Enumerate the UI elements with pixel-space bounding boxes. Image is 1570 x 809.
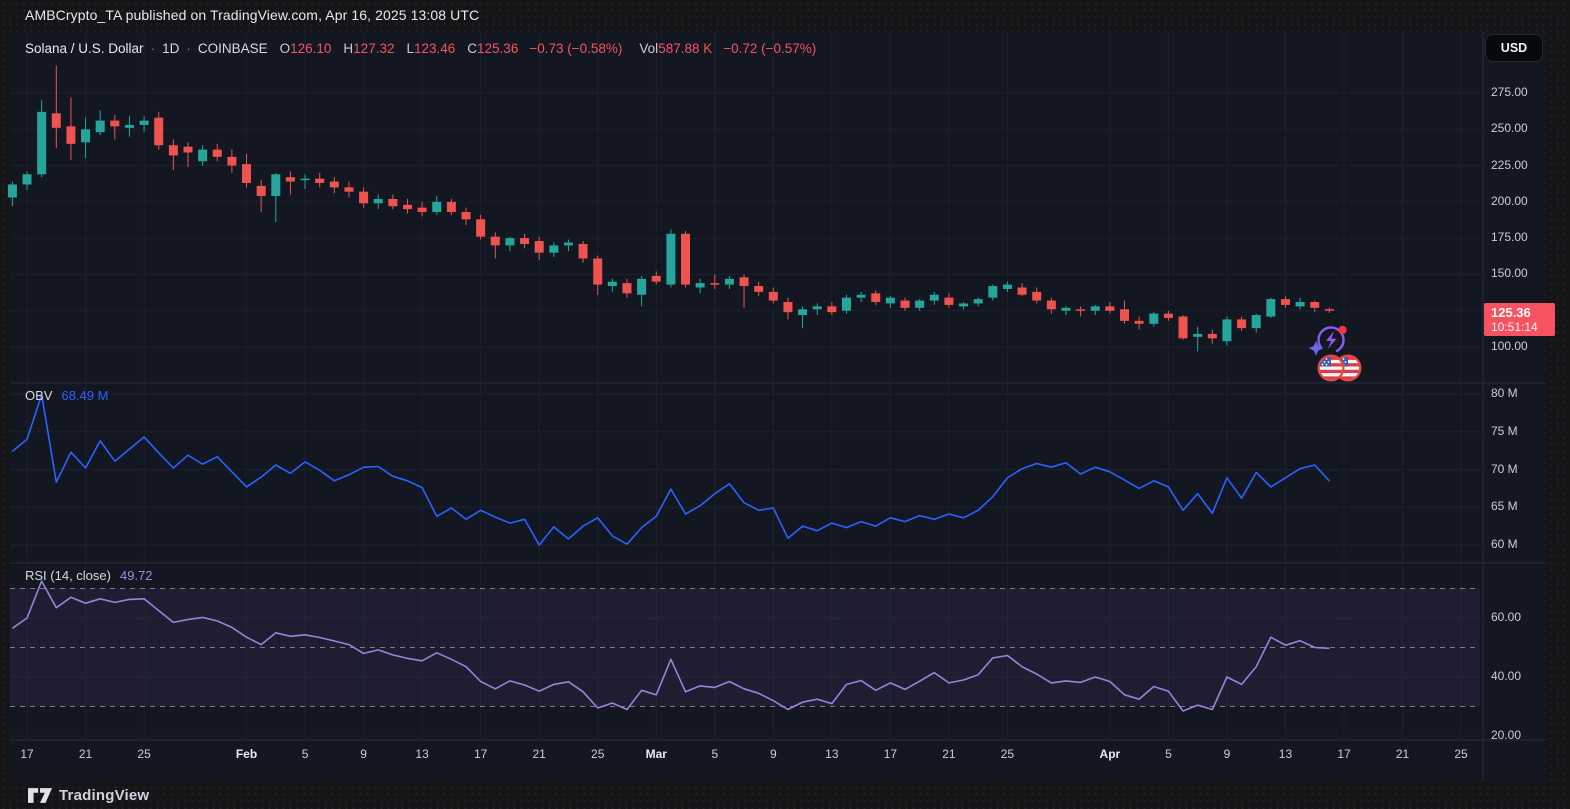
ai-event-icon[interactable] [1308, 320, 1350, 360]
price-axis-label: 225.00 [1491, 157, 1528, 172]
time-axis-tick: 5 [1165, 747, 1172, 761]
obv-axis-label: 65 M [1491, 499, 1518, 514]
time-axis-tick: 17 [883, 747, 898, 761]
obv-label: OBV [25, 388, 53, 403]
time-axis-tick: 21 [78, 747, 93, 761]
time-axis-tick: 21 [942, 747, 956, 761]
time-axis-tick: Mar [645, 747, 667, 761]
time-axis-tick: 25 [1454, 747, 1468, 761]
obv-indicator-legend[interactable]: OBV 68.49 M [25, 388, 108, 403]
legend-separator: · [186, 40, 191, 56]
time-axis-tick: Feb [235, 747, 258, 761]
price-axis-label: 150.00 [1491, 266, 1528, 281]
us-flag-events-icon[interactable] [1314, 352, 1366, 384]
time-axis-tick: 25 [137, 747, 151, 761]
interval-label[interactable]: 1D [162, 40, 180, 56]
tradingview-logo[interactable]: TradingView [28, 784, 149, 806]
time-axis-tick: 21 [1395, 747, 1410, 761]
time-axis-tick: 17 [473, 747, 488, 761]
obv-axis-label: 60 M [1491, 537, 1518, 551]
rsi-axis-label: 40.00 [1491, 669, 1522, 684]
rsi-indicator-legend[interactable]: RSI (14, close) 49.72 [25, 568, 153, 583]
change-label: −0.73 (−0.58%) [529, 40, 623, 56]
volume-change-label: −0.72 (−0.57%) [723, 40, 817, 56]
price-badge: 125.36 10:51:14 [1484, 303, 1555, 336]
alert-dot-icon [1338, 325, 1347, 335]
obv-axis-label: 70 M [1491, 461, 1518, 476]
currency-button[interactable]: USD [1486, 35, 1542, 61]
sparkle-icon [1308, 341, 1324, 356]
ohlc-close: C125.36 [467, 40, 519, 56]
price-axis-label: 200.00 [1491, 193, 1528, 208]
time-axis-tick: 5 [301, 747, 309, 761]
obv-value: 68.49 M [61, 388, 109, 403]
obv-axis-label: 75 M [1491, 423, 1518, 438]
time-axis-tick: 13 [1278, 747, 1293, 761]
price-axis-label: 275.00 [1491, 85, 1528, 99]
time-axis-tick: 17 [20, 747, 34, 761]
obv-axis-label: 80 M [1491, 386, 1518, 400]
legend-separator: · [150, 40, 156, 56]
time-axis-tick: 9 [1223, 747, 1231, 761]
time-axis-tick: 25 [591, 747, 605, 761]
time-axis-tick: Apr [1099, 747, 1121, 761]
time-axis-tick: 17 [1337, 747, 1351, 761]
time-axis-tick: 25 [1000, 747, 1015, 761]
rsi-label: RSI (14, close) [25, 568, 111, 583]
tradingview-logo-text: TradingView [59, 786, 150, 804]
lightning-icon [1326, 331, 1337, 349]
time-axis-tick: 9 [360, 747, 367, 761]
price-axis-label: 250.00 [1491, 121, 1528, 136]
bar-countdown: 10:51:14 [1491, 320, 1538, 334]
symbol-legend: Solana / U.S. Dollar · 1D · COINBASE O12… [25, 39, 816, 57]
price-axis-label: 100.00 [1491, 339, 1528, 353]
time-axis-tick: 21 [532, 747, 546, 761]
rsi-axis-label: 20.00 [1491, 728, 1522, 743]
ohlc-high: H127.32 [343, 40, 395, 56]
volume-group: Vol587.88 K [639, 40, 713, 56]
symbol-title[interactable]: Solana / U.S. Dollar [25, 40, 144, 56]
chart-background [10, 32, 1546, 781]
price-axis-label: 175.00 [1491, 230, 1528, 245]
time-axis-tick: 9 [769, 747, 777, 761]
time-axis-tick: 13 [415, 747, 429, 761]
time-axis-tick: 5 [711, 747, 719, 761]
ohlc-open: O126.10 [279, 40, 332, 56]
ohlc-low: L123.46 [406, 40, 456, 56]
rsi-value: 49.72 [119, 568, 153, 583]
rsi-axis-label: 60.00 [1491, 610, 1522, 624]
last-price: 125.36 [1491, 305, 1531, 320]
time-axis-tick: 13 [825, 747, 839, 761]
tradingview-logo-icon [28, 787, 52, 803]
exchange-label: COINBASE [197, 40, 268, 56]
publish-header: AMBCrypto_TA published on TradingView.co… [25, 7, 480, 23]
